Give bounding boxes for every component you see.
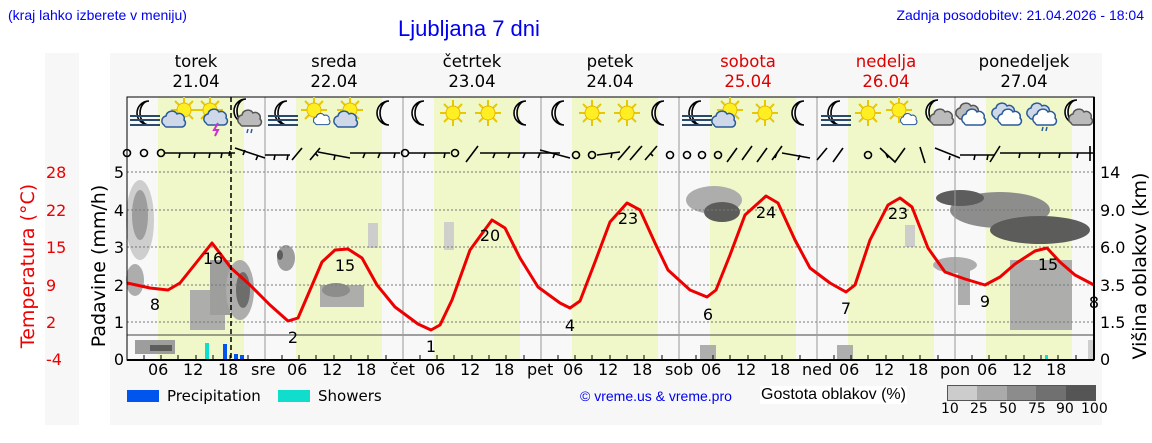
temp-tick: 28 <box>46 163 67 182</box>
precipitation-bars <box>205 343 1048 360</box>
svg-text:4: 4 <box>565 316 575 335</box>
hour-label: 18 <box>770 360 791 379</box>
hour-label: 18 <box>356 360 377 379</box>
precip-tick: 0 <box>113 350 124 369</box>
day-header-3: četrtek 23.04 <box>442 52 502 91</box>
cloud-density-label: Gostota oblakov (%) <box>760 386 907 404</box>
hour-label: 06 <box>148 360 169 379</box>
precip-tick: 4 <box>113 201 124 220</box>
svg-text:9: 9 <box>980 292 990 311</box>
hour-label: 06 <box>701 360 722 379</box>
page-title: Ljubljana 7 dni <box>398 16 540 41</box>
svg-text:15: 15 <box>335 256 355 275</box>
hour-label: 06 <box>425 360 446 379</box>
precip-tick: 3 <box>113 238 124 257</box>
cloud-tick: 1.5 <box>1100 313 1126 332</box>
temp-tick: 9 <box>46 276 57 295</box>
cloud-tick: 9.0 <box>1100 201 1126 220</box>
day-header-6: nedelja 26.04 <box>855 52 917 91</box>
hour-label: 12 <box>1012 360 1033 379</box>
cloud-tick: 0 <box>1100 350 1111 369</box>
last-updated: Zadnja posodobitev: 21.04.2026 - 18:04 <box>896 7 1144 23</box>
day-short-label: sob <box>665 360 694 379</box>
day-header-7: ponedeljek 27.04 <box>978 52 1070 91</box>
hour-label: 18 <box>1046 360 1067 379</box>
weather-icons-row <box>129 96 1094 137</box>
hour-label: 18 <box>494 360 515 379</box>
temperature-curve <box>126 194 1095 332</box>
hour-label: 12 <box>183 360 204 379</box>
svg-text:8: 8 <box>150 295 160 314</box>
scale-label: 100 <box>1081 401 1108 417</box>
svg-text:1: 1 <box>426 337 436 356</box>
svg-text:15: 15 <box>1038 255 1058 274</box>
credit-link[interactable]: © vreme.us & vreme.pro <box>580 388 732 404</box>
cloud-tick: 14 <box>1100 163 1121 182</box>
day-short-label: pon <box>940 360 971 379</box>
cloud-tick: 6.0 <box>1100 238 1126 257</box>
temp-tick: 2 <box>46 313 57 332</box>
cloud-tick: 3.5 <box>1100 276 1126 295</box>
hour-label: 12 <box>736 360 757 379</box>
temp-tick: -4 <box>46 350 62 369</box>
hour-label: 12 <box>874 360 895 379</box>
hour-label: 12 <box>460 360 481 379</box>
precip-tick: 2 <box>113 276 124 295</box>
scale-label: 90 <box>1056 401 1074 417</box>
day-separators <box>264 97 956 360</box>
hour-label: 12 <box>322 360 343 379</box>
svg-text:23: 23 <box>618 209 638 228</box>
precipitation-axis-title: Padavine (mm/h) <box>88 184 110 348</box>
hour-label: 06 <box>563 360 584 379</box>
svg-text:8: 8 <box>1089 293 1099 312</box>
precipitation-legend-label: Precipitation <box>167 387 261 405</box>
hour-label: 18 <box>218 360 239 379</box>
precip-tick: 1 <box>113 313 124 332</box>
day-header-4: petek 24.04 <box>586 52 634 91</box>
temp-tick: 15 <box>46 238 67 257</box>
precipitation-swatch <box>127 390 159 402</box>
wind-barbs-row <box>122 145 1094 164</box>
scale-label: 75 <box>1028 401 1046 417</box>
day-short-label: čet <box>390 360 415 379</box>
scale-label: 50 <box>999 401 1017 417</box>
temp-axis-strip <box>45 53 79 425</box>
temp-tick: 22 <box>46 201 67 220</box>
day-header-5: sobota 25.04 <box>720 52 776 91</box>
scale-label: 25 <box>970 401 988 417</box>
showers-legend-label: Showers <box>318 387 382 405</box>
hour-label: 06 <box>839 360 860 379</box>
scale-label: 10 <box>941 401 959 417</box>
day-header-1: torek 21.04 <box>172 52 220 91</box>
temperature-labels: 8 16 2 15 1 20 4 23 6 24 7 23 9 15 8 <box>150 203 1099 356</box>
day-header-2: sreda 22.04 <box>310 52 358 91</box>
day-short-label: sre <box>251 360 276 379</box>
location-hint: (kraj lahko izberete v meniju) <box>8 7 187 23</box>
cloud-density <box>126 180 1094 360</box>
svg-text:7: 7 <box>841 299 851 318</box>
temperature-axis-title: Temperatura (°C) <box>17 183 39 349</box>
cloud-height-axis-title: Višina oblakov (km) <box>1129 172 1151 360</box>
day-short-label: pet <box>527 360 554 379</box>
precip-tick: 5 <box>113 163 124 182</box>
day-short-label: ned <box>802 360 833 379</box>
svg-text:6: 6 <box>703 305 713 324</box>
hour-label: 12 <box>598 360 619 379</box>
cloud-density-scale <box>947 385 1096 401</box>
svg-text:16: 16 <box>203 249 223 268</box>
hour-label: 06 <box>287 360 308 379</box>
svg-text:20: 20 <box>480 226 500 245</box>
hour-label: 06 <box>977 360 998 379</box>
hour-label: 18 <box>908 360 929 379</box>
svg-text:2: 2 <box>288 328 298 347</box>
hour-label: 18 <box>632 360 653 379</box>
showers-swatch <box>278 390 310 402</box>
svg-text:24: 24 <box>756 203 776 222</box>
svg-text:23: 23 <box>888 204 908 223</box>
